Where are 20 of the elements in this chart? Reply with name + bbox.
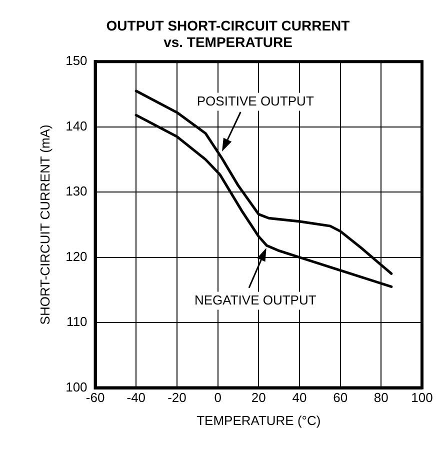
x-tick-label: -40 [126, 390, 146, 406]
x-tick-label: 40 [292, 390, 307, 406]
x-axis-title: TEMPERATURE (°C) [196, 412, 321, 428]
x-tick-label: -60 [86, 390, 105, 406]
y-tick-label: 100 [66, 379, 88, 394]
y-tick-label: 150 [66, 53, 88, 68]
x-tick-label: 100 [411, 390, 433, 406]
x-tick-label: 20 [251, 390, 266, 406]
y-tick-label: 120 [66, 248, 88, 264]
x-tick-label: 60 [333, 390, 348, 406]
annotation: POSITIVE OUTPUT [196, 93, 314, 108]
y-tick-label: 110 [66, 314, 88, 330]
x-tick-label: 0 [214, 390, 222, 406]
y-tick-label: 140 [66, 118, 88, 134]
x-tick-label: 80 [374, 390, 388, 406]
x-tick-label: -20 [168, 390, 186, 406]
y-tick-label: 130 [66, 184, 88, 199]
y-axis-title: SHORT-CIRCUIT CURRENT (mA) [37, 124, 52, 325]
chart-title: OUTPUT SHORT-CIRCUIT CURRENT vs. TEMPERATURE [106, 17, 350, 50]
annotation: NEGATIVE OUTPUT [194, 292, 316, 308]
